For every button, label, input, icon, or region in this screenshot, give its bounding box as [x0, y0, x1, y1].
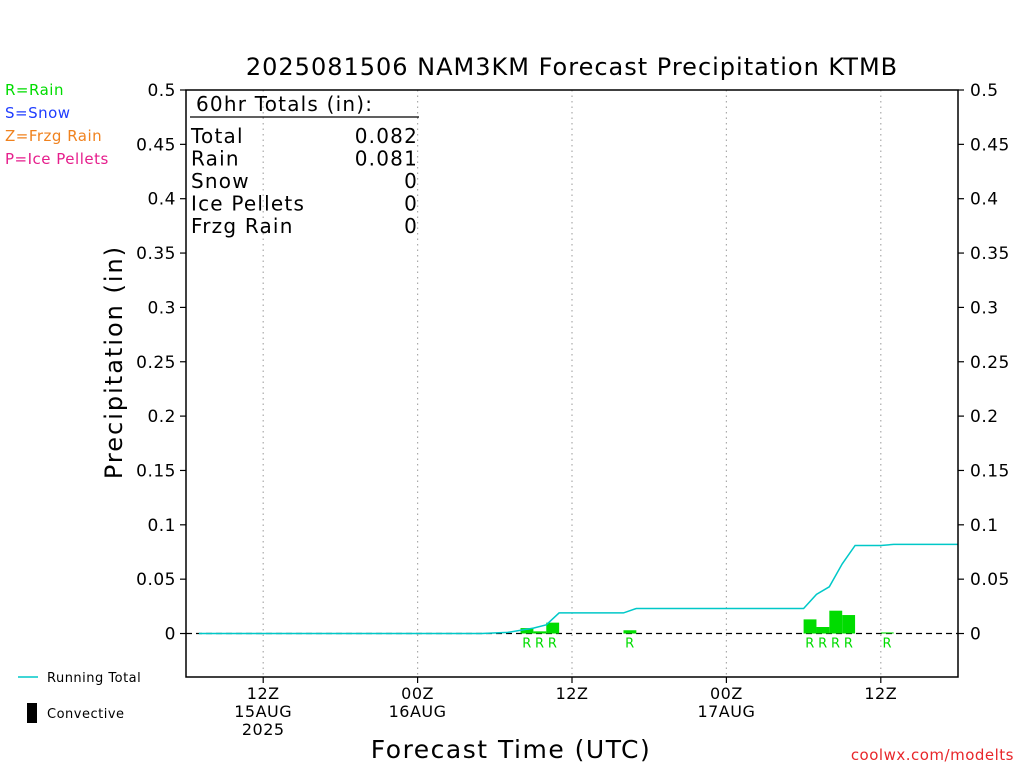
y-tick-label-left: 0.25: [136, 353, 176, 373]
x-tick-label: 16AUG: [389, 702, 447, 721]
precip-type-legend-item: P=Ice Pellets: [5, 150, 109, 168]
x-tick-label: 00Z: [401, 684, 434, 703]
convective-legend-swatch: [27, 703, 37, 723]
y-tick-label-left: 0.3: [147, 298, 176, 318]
x-tick-label: 17AUG: [697, 702, 755, 721]
convective-legend-label: Convective: [47, 707, 125, 722]
y-tick-label-left: 0.35: [136, 244, 176, 264]
totals-row-label: Rain: [191, 147, 240, 171]
precip-bar: [546, 622, 560, 634]
y-tick-label-left: 0.5: [147, 81, 176, 101]
totals-row-value: 0: [404, 192, 418, 216]
y-tick-label-right: 0.3: [970, 298, 999, 318]
axes: 0.5 0.5 0.45 0.45 0.4 0.4 0.35 0.35 0.3 0.3 0.25 0.…: [136, 81, 1010, 739]
y-tick-label-left: 0.4: [147, 190, 176, 210]
y-tick-label-right: 0.45: [970, 135, 1010, 155]
y-tick-label-right: 0.4: [970, 190, 999, 210]
totals-row-label: Frzg Rain: [191, 214, 294, 238]
precip-type-label: R: [818, 637, 828, 652]
running-total-line: [198, 543, 958, 635]
precip-bar: [803, 619, 817, 634]
y-tick-label-right: 0.15: [970, 461, 1010, 481]
precip-type-label: R: [844, 637, 854, 652]
y-tick-label-right: 0.25: [970, 353, 1010, 373]
x-tick-label: 12Z: [556, 684, 589, 703]
y-tick-label-left: 0.45: [136, 135, 176, 155]
totals-row-value: 0: [404, 214, 418, 238]
precip-bar: [816, 626, 830, 634]
totals-heading: 60hr Totals (in):: [196, 92, 373, 116]
y-tick-label-left: 0: [165, 625, 176, 645]
y-tick-label-left: 0.15: [136, 461, 176, 481]
precip-bar: [842, 615, 856, 634]
precip-type-label: R: [535, 637, 545, 652]
precip-type-label: R: [882, 637, 892, 652]
precip-bar: [880, 632, 894, 634]
totals-row-label: Snow: [191, 169, 250, 193]
precip-bar: [533, 631, 547, 634]
running-total-polyline: [198, 543, 958, 635]
precip-bar: [623, 630, 637, 634]
running-total-legend-label: Running Total: [47, 671, 141, 686]
y-axis-label: Precipitation (in): [100, 245, 128, 479]
precip-type-legend-item: S=Snow: [5, 104, 71, 122]
precip-type-label: R: [805, 637, 815, 652]
x-tick-label: 15AUG: [234, 702, 292, 721]
chart-title: 2025081506 NAM3KM Forecast Precipitation…: [246, 53, 898, 81]
x-tick-label: 12Z: [864, 684, 897, 703]
x-tick-label: 2025: [242, 720, 285, 739]
precip-type-label: R: [625, 637, 635, 652]
y-tick-label-right: 0.5: [970, 81, 999, 101]
precip-type-label: R: [522, 637, 532, 652]
series-legend: Running Total Convective: [18, 671, 141, 723]
source-credit[interactable]: coolwx.com/modelts: [850, 746, 1014, 764]
totals-row-value: 0: [404, 169, 418, 193]
totals-row-label: Ice Pellets: [191, 192, 305, 216]
precip-type-legend-item: Z=Frzg Rain: [5, 127, 103, 145]
totals-box: 60hr Totals (in): Total 0.082 Rain 0.081 Snow…: [190, 92, 419, 238]
precip-bar: [520, 628, 534, 634]
x-tick-label: 00Z: [710, 684, 743, 703]
y-tick-label-right: 0: [970, 625, 981, 645]
y-tick-label-right: 0.05: [970, 570, 1010, 590]
y-tick-label-left: 0.1: [147, 516, 176, 536]
totals-row-label: Total: [190, 124, 244, 148]
totals-row-value: 0.082: [355, 124, 418, 148]
totals-row-value: 0.081: [355, 147, 418, 171]
precip-bar: [829, 610, 843, 634]
y-tick-label-right: 0.1: [970, 516, 999, 536]
y-tick-label-right: 0.2: [970, 407, 999, 427]
precip-type-legend-item: R=Rain: [5, 81, 64, 99]
y-tick-label-right: 0.35: [970, 244, 1010, 264]
precip-type-label: R: [831, 637, 841, 652]
x-axis-label: Forecast Time (UTC): [371, 735, 651, 764]
precip-type-label: R: [548, 637, 558, 652]
y-tick-label-left: 0.2: [147, 407, 176, 427]
grid-lines: [186, 90, 958, 677]
x-tick-label: 12Z: [247, 684, 280, 703]
y-tick-label-left: 0.05: [136, 570, 176, 590]
